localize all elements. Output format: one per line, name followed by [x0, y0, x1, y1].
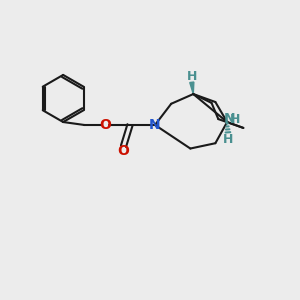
- Text: H: H: [187, 70, 197, 83]
- Text: N: N: [149, 118, 161, 132]
- Text: O: O: [99, 118, 111, 132]
- Text: N: N: [224, 112, 235, 126]
- Text: H: H: [230, 113, 241, 126]
- Text: O: O: [118, 144, 129, 158]
- Polygon shape: [190, 82, 194, 94]
- Text: H: H: [223, 133, 233, 146]
